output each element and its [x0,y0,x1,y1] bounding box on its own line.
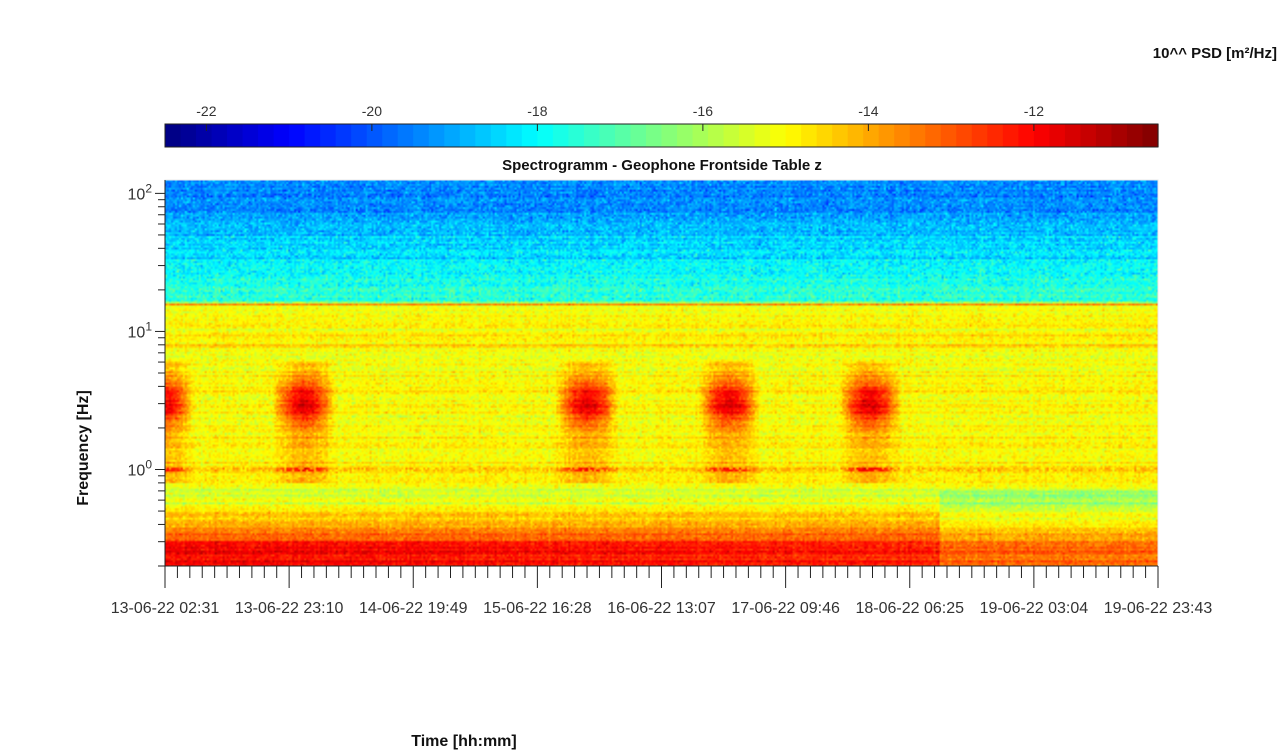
colorbar-segment [475,124,492,147]
colorbar-segment [1111,124,1128,147]
colorbar-tick-label: -20 [362,103,382,119]
colorbar-segment [692,124,709,147]
colorbar-segment [1095,124,1113,147]
colorbar-segment [397,124,414,147]
x-tick-label: 13-06-22 02:31 [111,600,220,617]
colorbar-segment [428,124,445,147]
colorbar-segment [894,124,911,147]
colorbar-segment [1018,124,1035,147]
colorbar-segment [552,124,570,147]
colorbar-segment [614,124,632,147]
colorbar-segment [1064,124,1082,147]
y-tick-label: 100 [128,458,153,480]
colorbar-tick-label: -18 [527,103,547,119]
colorbar-segment [785,124,802,147]
colorbar-tick-label: -22 [196,103,216,119]
colorbar-segment [987,124,1004,147]
colorbar-segment [723,124,740,147]
colorbar-segment [878,124,895,147]
x-axis: 13-06-22 02:31 13-06-22 23:10 14-06-22 19:… [111,565,1213,617]
colorbar-segment [754,124,771,147]
colorbar-segment [677,124,694,147]
colorbar-segment [832,124,849,147]
colorbar-segment [645,124,663,147]
colorbar-segment [847,124,864,147]
colorbar-segment [242,124,259,147]
colorbar-segment [227,124,244,147]
colorbar-segment [537,124,554,147]
y-axis: 100 101 102 [128,180,166,567]
colorbar-segment [630,124,647,147]
y-axis-label: Frequency [Hz] [75,390,92,506]
colorbar-tick-label: -14 [858,103,878,119]
colorbar-segment [1002,124,1019,147]
colorbar-segment [413,124,430,147]
colorbar-segment [459,124,476,147]
colorbar-border [164,123,1159,148]
colorbar-segment [925,124,942,147]
colorbar: -22 -20 -18 -16 -14 -12 [164,103,1159,148]
colorbar-segment [568,124,585,147]
chart-title: Spectrogramm - Geophone Frontside Table … [502,157,822,174]
colorbar-segment [444,124,461,147]
x-tick-label: 16-06-22 13:07 [607,600,716,617]
colorbar-tick-label: -12 [1024,103,1044,119]
colorbar-segment [801,124,818,147]
colorbar-segment [971,124,988,147]
colorbar-tick-label: -16 [693,103,713,119]
colorbar-segment [1033,124,1050,147]
colorbar-segment [165,124,182,147]
colorbar-segment [739,124,756,147]
y-tick-label: 101 [128,319,153,341]
plot-area [164,179,1159,567]
colorbar-segment [273,124,290,147]
colorbar-segment [258,124,275,147]
x-tick-label: 19-06-22 23:43 [1104,600,1213,617]
x-tick-label: 17-06-22 09:46 [731,600,840,617]
x-tick-label: 14-06-22 19:49 [359,600,468,617]
colorbar-segment [909,124,926,147]
x-tick-label: 15-06-22 16:28 [483,600,592,617]
colorbar-segment [1126,124,1144,147]
colorbar-segment [770,124,787,147]
colorbar-segment [180,124,197,147]
colorbar-segment [196,124,213,147]
colorbar-segment [351,124,368,147]
colorbar-segment [506,124,523,147]
x-tick-label: 18-06-22 06:25 [855,600,964,617]
colorbar-segment [366,124,383,147]
colorbar-segment [940,124,957,147]
colorbar-segment [708,124,725,147]
colorbar-segment [863,124,880,147]
colorbar-segment [1049,124,1066,147]
colorbar-segment [490,124,507,147]
spectrogram-heatmap [165,180,1158,566]
y-tick-label: 102 [128,181,153,203]
colorbar-segment [289,124,306,147]
colorbar-segment [382,124,399,147]
colorbar-segment [599,124,616,147]
colorbar-segment [211,124,228,147]
x-tick-label: 13-06-22 23:10 [235,600,344,617]
colorbar-segment [1142,124,1159,147]
colorbar-segment [521,124,538,147]
colorbar-segment [1080,124,1097,147]
colorbar-segment [320,124,337,147]
colorbar-segment [816,124,833,147]
x-tick-label: 19-06-22 03:04 [980,600,1089,617]
colorbar-segment [335,124,352,147]
x-axis-label: Time [hh:mm] [411,733,516,750]
colorbar-label: 10^^ PSD [m²/Hz] [1153,45,1277,62]
colorbar-segment [956,124,973,147]
colorbar-segment [661,124,678,147]
colorbar-segment [304,124,321,147]
colorbar-segment [583,124,601,147]
